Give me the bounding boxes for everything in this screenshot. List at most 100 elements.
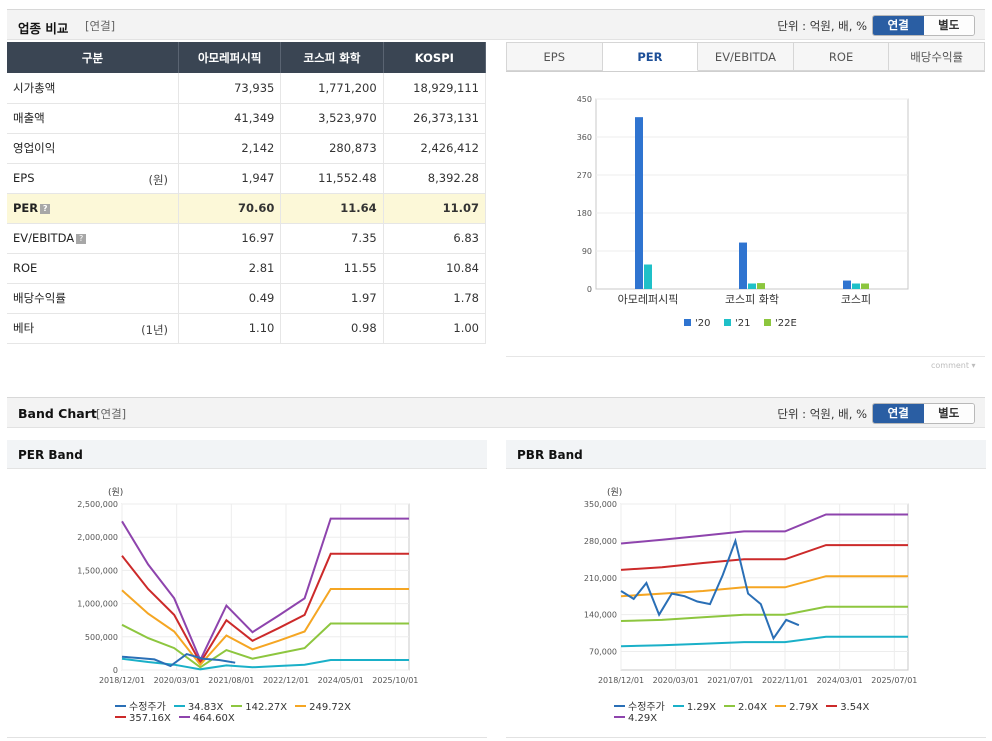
legend-label: 249.72X: [309, 702, 351, 713]
cell-value: 2,142: [178, 133, 282, 164]
row-label: 매출액: [7, 103, 180, 134]
band-chart-header: Band Chart [연결] 단위 : 억원, 배, % 연결 별도: [7, 397, 985, 428]
band-consolidation-toggle: 연결 별도: [872, 403, 975, 424]
unit-label: 단위 : 억원, 배, %: [777, 19, 867, 33]
legend-swatch: [614, 705, 625, 707]
tab-per[interactable]: PER: [602, 42, 699, 71]
cell-value: 1.10: [178, 313, 282, 344]
cell-value: 73,935: [178, 73, 282, 104]
cell-value: 0.49: [178, 283, 282, 314]
cell-value: 7.35: [280, 223, 384, 254]
bar: [843, 280, 851, 289]
comment-link[interactable]: comment ▾: [931, 361, 976, 370]
cell-value: 2.81: [178, 253, 282, 284]
legend-label: 1.29X: [686, 702, 716, 713]
toggle-separate[interactable]: 별도: [923, 404, 974, 423]
legend-item: 142.27X: [231, 702, 287, 713]
cell-value: 280,873: [280, 133, 384, 164]
comparison-table: 구분 아모레퍼시픽 코스피 화학 KOSPI 시가총액 73,935 1,771,2…: [7, 42, 487, 344]
row-unit: (1년): [141, 322, 169, 337]
legend-label: 2.79X: [789, 702, 819, 713]
legend-swatch: [115, 716, 126, 718]
tab-eps[interactable]: EPS: [506, 42, 603, 71]
legend-swatch: [614, 716, 625, 718]
x-tick-label: 코스피: [841, 293, 871, 306]
band-line: [620, 513, 908, 545]
legend-swatch: [826, 705, 838, 707]
bar: [748, 283, 756, 289]
band-line: [121, 517, 409, 663]
per-band-title: PER Band: [18, 448, 83, 462]
column-header: KOSPI: [383, 42, 487, 73]
legend-label: 4.29X: [628, 713, 658, 724]
y-tick-label: 0: [587, 285, 592, 294]
table-row: 매출액 41,349 3,523,970 26,373,131: [7, 103, 487, 134]
legend-label: 357.16X: [129, 713, 171, 724]
y-tick-label: 0: [113, 666, 118, 675]
cell-value: 1.97: [280, 283, 384, 314]
legend-swatch: [764, 319, 771, 326]
table-row: PER? 70.60 11.64 11.07: [7, 193, 487, 224]
cell-value: 18,929,111: [383, 73, 487, 104]
row-label: PER?: [7, 193, 180, 224]
cell-value: 26,373,131: [383, 103, 487, 134]
y-tick-label: 180: [577, 209, 592, 218]
industry-compare-header: 업종 비교 [연결] 단위 : 억원, 배, % 연결 별도: [7, 9, 985, 40]
table-row: ROE 2.81 11.55 10.84: [7, 253, 487, 284]
row-unit: (원): [148, 172, 169, 187]
legend-label: '20: [695, 318, 710, 329]
legend-swatch: [178, 716, 190, 718]
legend-swatch: [231, 705, 243, 707]
bar: [852, 283, 860, 289]
legend-item: 2.79X: [775, 702, 818, 713]
cell-value: 11,552.48: [280, 163, 384, 194]
legend-label: 3.54X: [840, 702, 870, 713]
toggle-separate[interactable]: 별도: [923, 16, 974, 35]
band-line: [121, 552, 409, 665]
row-label: 배당수익률: [7, 283, 180, 314]
y-unit-label: (원): [607, 487, 622, 498]
row-label: ROE: [7, 253, 180, 284]
band-line: [121, 622, 409, 669]
legend-label: 464.60X: [192, 713, 235, 724]
pbr-band-title-bar: PBR Band: [506, 440, 986, 469]
legend-swatch: [775, 705, 787, 707]
consolidation-toggle: 연결 별도: [872, 15, 975, 36]
x-tick-label: 2024/03/01: [817, 676, 863, 685]
legend-item: 3.54X: [826, 702, 869, 713]
legend-swatch: [295, 705, 307, 707]
y-tick-label: 210,000: [584, 574, 617, 583]
row-label-text: EV/EBITDA: [13, 231, 75, 245]
toggle-consolidated[interactable]: 연결: [873, 16, 924, 35]
legend-item: 249.72X: [295, 702, 351, 713]
row-label: 시가총액: [7, 73, 180, 104]
tab-evebitda[interactable]: EV/EBITDA: [698, 42, 794, 71]
x-tick-label: 2020/03/01: [154, 676, 200, 685]
legend-item: 2.04X: [723, 702, 767, 713]
help-icon[interactable]: ?: [40, 204, 51, 214]
bar: [644, 264, 652, 289]
divider: [506, 737, 986, 738]
cell-value: 70.60: [178, 193, 282, 224]
legend-swatch: [115, 705, 126, 707]
toggle-consolidated[interactable]: 연결: [873, 404, 924, 423]
x-tick-label: 2025/10/01: [372, 676, 418, 685]
legend-item: 357.16X: [115, 713, 171, 724]
y-unit-label: (원): [108, 487, 123, 498]
cell-value: 10.84: [383, 253, 487, 284]
legend-label: 수정주가: [628, 702, 665, 713]
x-tick-label: 2025/07/01: [871, 676, 917, 685]
help-icon[interactable]: ?: [76, 234, 87, 244]
x-tick-label: 2024/05/01: [318, 676, 364, 685]
cell-value: 1.00: [383, 313, 487, 344]
comment-label: comment: [931, 361, 970, 370]
legend-label: 수정주가: [129, 702, 166, 713]
cell-value: 16.97: [178, 223, 282, 254]
legend-item: 4.29X: [614, 713, 657, 724]
row-label-text: 영업이익: [13, 141, 56, 155]
legend-swatch: [684, 319, 691, 326]
tab-roe[interactable]: ROE: [793, 42, 890, 71]
tab-[interactable]: 배당수익률: [889, 42, 985, 71]
legend-item: 수정주가: [614, 698, 665, 713]
row-label-text: 베타: [13, 321, 35, 335]
